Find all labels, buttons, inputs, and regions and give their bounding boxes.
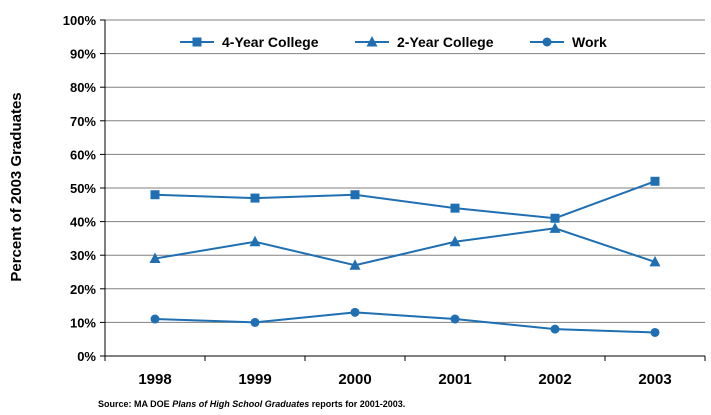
data-point <box>649 255 661 267</box>
data-point <box>450 203 460 213</box>
x-tick-label: 1998 <box>138 371 171 388</box>
y-tick-label: 60% <box>70 147 96 162</box>
data-point <box>449 235 461 247</box>
y-tick-label: 10% <box>70 315 96 330</box>
series-2-year-college <box>149 222 661 270</box>
x-tick-label: 2002 <box>538 371 571 388</box>
source-prefix: Source: MA DOE <box>98 399 173 409</box>
x-tick-label: 2001 <box>438 371 471 388</box>
y-tick-label: 30% <box>70 248 96 263</box>
data-point <box>250 317 260 327</box>
y-tick-label: 0% <box>77 349 96 364</box>
y-axis-ticks: 0% 10% 20% 30% 40% 50% 60% 70% 80% 90% 100% <box>63 13 97 364</box>
series-4-year-college <box>150 176 660 223</box>
y-tick-label: 80% <box>70 80 96 95</box>
y-tick-label: 100% <box>63 13 97 28</box>
source-suffix: reports for 2001-2003. <box>309 399 406 409</box>
data-point <box>450 314 460 324</box>
source-note: Source: MA DOE Plans of High School Grad… <box>98 399 405 409</box>
data-point <box>150 314 160 324</box>
data-point <box>650 176 660 186</box>
series-line <box>154 180 656 220</box>
x-axis-ticks: 1998 1999 2000 2001 2002 2003 <box>138 371 671 388</box>
legend-marker <box>366 36 378 47</box>
legend: 4-Year College 2-Year College Work <box>180 34 607 50</box>
series-line <box>154 227 656 267</box>
data-point <box>550 213 560 223</box>
series-work <box>150 307 660 337</box>
legend-item: 4-Year College <box>180 34 319 50</box>
data-point <box>250 193 260 203</box>
y-tick-label: 40% <box>70 215 96 230</box>
axes <box>104 20 706 361</box>
series-line <box>154 311 656 334</box>
y-tick-label: 20% <box>70 282 96 297</box>
x-tick-label: 1999 <box>238 371 271 388</box>
legend-item: 2-Year College <box>355 34 494 50</box>
legend-label: Work <box>572 34 607 50</box>
x-tick-label: 2003 <box>638 371 671 388</box>
data-point <box>249 235 261 247</box>
source-title: Plans of High School Graduates <box>172 399 310 409</box>
series-group <box>149 176 661 337</box>
y-tick-label: 70% <box>70 114 96 129</box>
y-tick-label: 50% <box>70 181 96 196</box>
line-chart: 0%10%20%30%40%50%60%70%80%90%100% 1998 19… <box>8 13 706 388</box>
x-tick-label: 2000 <box>338 371 371 388</box>
legend-marker <box>542 37 552 47</box>
legend-marker <box>192 37 202 47</box>
legend-label: 2-Year College <box>397 34 494 50</box>
data-point <box>350 307 360 317</box>
data-point <box>149 252 161 264</box>
data-point <box>550 324 560 334</box>
y-axis-label: Percent of 2003 Graduates <box>8 92 25 281</box>
legend-item: Work <box>530 34 607 50</box>
data-point <box>150 190 160 200</box>
data-point <box>349 259 361 270</box>
y-tick-label: 90% <box>70 47 96 62</box>
gridlines <box>100 19 705 357</box>
data-point <box>549 222 561 233</box>
data-point <box>650 327 660 337</box>
legend-label: 4-Year College <box>222 34 319 50</box>
data-point <box>350 190 360 200</box>
